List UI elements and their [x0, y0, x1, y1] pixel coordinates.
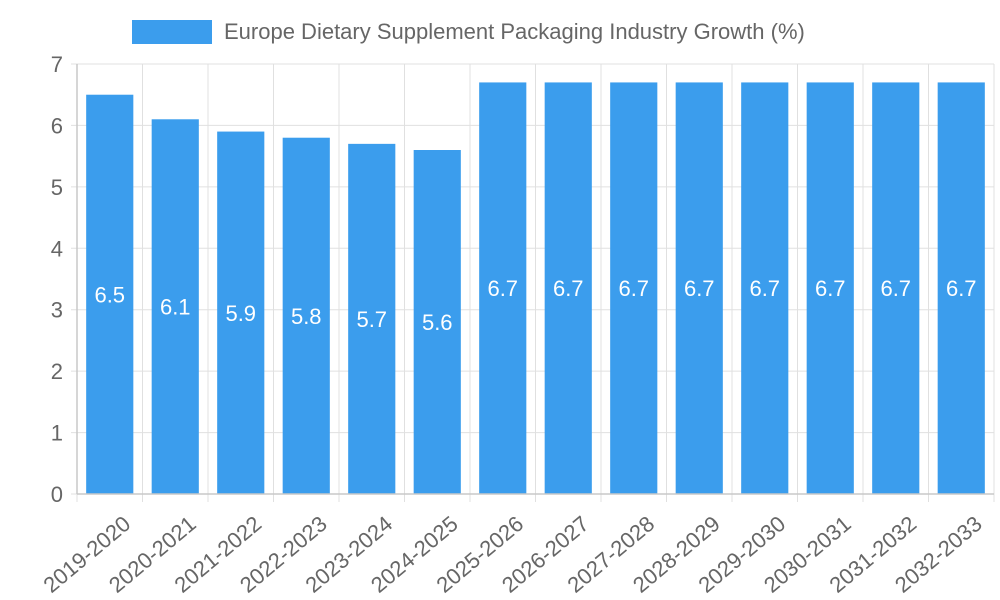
y-tick-label: 0 [51, 482, 63, 507]
bar-value-label: 6.5 [94, 282, 125, 307]
bar-2029-2030[interactable] [741, 82, 789, 494]
bar-2019-2020[interactable] [86, 94, 134, 494]
legend-swatch [132, 20, 212, 44]
bar-value-label: 6.7 [815, 276, 846, 301]
y-tick-label: 1 [51, 421, 63, 446]
bar-value-label: 6.7 [684, 276, 715, 301]
y-tick-label: 2 [51, 359, 63, 384]
bar-2028-2029[interactable] [675, 82, 723, 494]
y-tick-label: 6 [51, 113, 63, 138]
bar-value-label: 5.7 [356, 307, 387, 332]
legend[interactable]: Europe Dietary Supplement Packaging Indu… [132, 19, 805, 44]
bar-value-label: 6.7 [880, 276, 911, 301]
bar-2024-2025[interactable] [413, 150, 461, 494]
bar-value-label: 6.7 [749, 276, 780, 301]
bar-value-label: 6.7 [553, 276, 584, 301]
grid-layer [71, 63, 995, 502]
y-tick-label: 4 [51, 236, 63, 261]
bar-2022-2023[interactable] [282, 137, 330, 494]
bar-2026-2027[interactable] [544, 82, 592, 494]
bar-2020-2021[interactable] [151, 119, 199, 495]
bar-value-label: 5.9 [225, 301, 256, 326]
y-tick-label: 7 [51, 52, 63, 77]
bar-value-label: 5.8 [291, 304, 322, 329]
bar-2030-2031[interactable] [806, 82, 854, 494]
bar-2032-2033[interactable] [937, 82, 985, 494]
bar-value-label: 6.7 [618, 276, 649, 301]
bar-2021-2022[interactable] [217, 131, 265, 495]
bar-2025-2026[interactable] [479, 82, 527, 494]
bars-layer [86, 82, 985, 495]
bar-value-label: 6.1 [160, 295, 191, 320]
y-tick-label: 3 [51, 298, 63, 323]
bar-2031-2032[interactable] [872, 82, 920, 494]
bar-value-label: 6.7 [487, 276, 518, 301]
y-tick-label: 5 [51, 175, 63, 200]
bar-value-label: 6.7 [946, 276, 977, 301]
axes-layer [76, 64, 994, 495]
bar-2027-2028[interactable] [610, 82, 658, 494]
bar-value-label: 5.6 [422, 310, 453, 335]
legend-label: Europe Dietary Supplement Packaging Indu… [224, 19, 805, 44]
bar-2023-2024[interactable] [348, 143, 396, 494]
